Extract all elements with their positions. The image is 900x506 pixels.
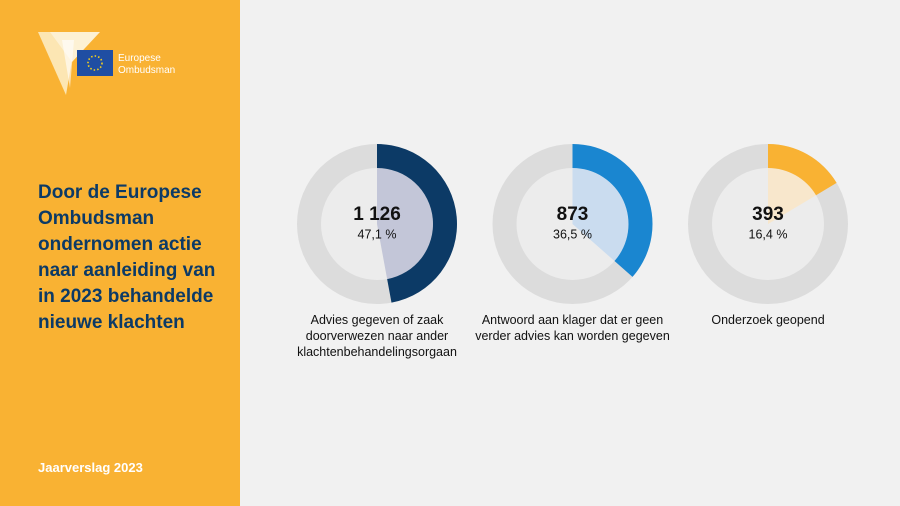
logo-text: Europese Ombudsman — [118, 53, 175, 77]
category-label: Advies gegeven of zaak doorverwezen naar… — [297, 313, 457, 359]
footer: Jaarverslag 2023 — [38, 460, 143, 475]
count-label: 873 — [557, 204, 589, 225]
count-label: 1 126 — [353, 204, 401, 225]
share-wedge — [572, 168, 629, 262]
share-wedge — [377, 168, 434, 280]
eu-flag — [77, 50, 113, 76]
share-label: 16,4 % — [749, 227, 788, 241]
sidebar: Europese Ombudsman Door de Europese Ombu… — [0, 0, 240, 506]
share-arc — [572, 144, 653, 277]
logo-line: Europese — [118, 53, 161, 64]
title: Door de Europese Ombudsman ondernomen ac… — [38, 182, 216, 333]
category-label: Antwoord aan klager dat er geen verder a… — [475, 313, 670, 343]
share-label: 36,5 % — [553, 227, 592, 241]
logo-line: Ombudsman — [118, 65, 176, 76]
logo-shape — [62, 40, 74, 88]
share-label: 47,1 % — [358, 227, 397, 241]
share-arc — [377, 144, 458, 303]
eu-stars — [87, 55, 103, 71]
logo-shape — [50, 32, 100, 62]
logo — [38, 32, 113, 95]
category-label: Onderzoek geopend — [711, 313, 825, 327]
count-label: 393 — [752, 204, 784, 225]
share-wedge — [768, 168, 817, 224]
share-arc — [768, 144, 837, 196]
